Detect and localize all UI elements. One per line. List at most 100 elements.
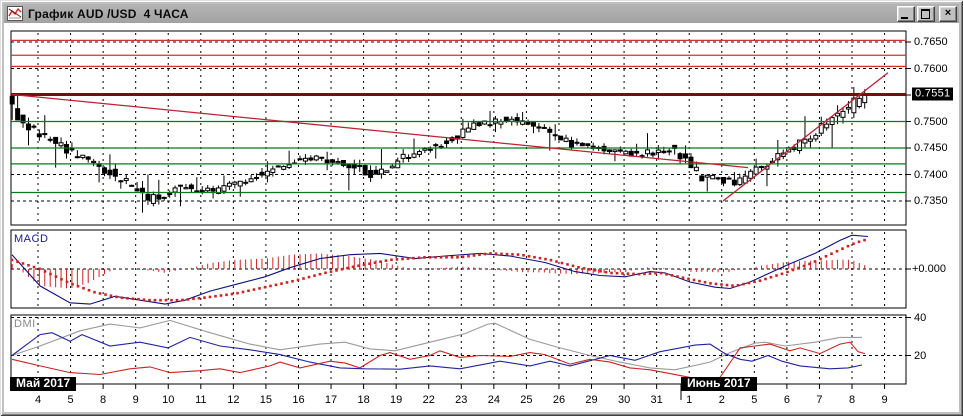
macd-signal-dot [753, 280, 756, 284]
dmi-panel-label: DMI [14, 318, 36, 330]
candle-body [645, 149, 651, 155]
x-axis-label: 7 [816, 394, 823, 406]
macd-signal-dot [736, 283, 740, 287]
macd-signal-dot [461, 255, 465, 259]
candle-body [411, 153, 417, 158]
macd-signal-dot [846, 244, 850, 248]
macd-signal-dot [38, 267, 41, 271]
minimize-button[interactable] [897, 6, 915, 22]
candle-body [134, 188, 140, 192]
titlebar[interactable]: График AUD /USD 4 ЧАСА × [4, 4, 959, 23]
macd-signal-dot [318, 272, 322, 276]
candle-body [281, 166, 287, 170]
macd-signal-dot [610, 271, 613, 275]
x-axis-label: 5 [751, 394, 758, 406]
macd-signal-dot [560, 261, 564, 265]
candle-body [835, 112, 841, 117]
macd-signal-dot [368, 262, 371, 266]
macd-signal-dot [302, 277, 305, 280]
maximize-button[interactable] [917, 6, 935, 22]
macd-signal-dot [709, 282, 712, 285]
macd-signal-dot [500, 252, 503, 256]
x-axis-label: 8 [848, 394, 856, 406]
candle-body [167, 192, 173, 196]
macd-signal-dot [203, 296, 206, 299]
candle-body [617, 149, 623, 152]
current-price-badge: 0.7551 [912, 87, 954, 101]
macd-signal-dot [115, 295, 118, 299]
macd-signal-dot [852, 242, 855, 245]
macd-signal-dot [775, 274, 778, 277]
price-tick-label: 0.7400 [914, 168, 948, 181]
x-axis-label: 11 [195, 394, 207, 406]
candle-body [270, 168, 276, 173]
candle-body [351, 163, 357, 169]
candle-body [194, 190, 200, 193]
candle-body [297, 158, 303, 161]
macd-signal-dot [599, 269, 602, 273]
candle-body [150, 194, 156, 204]
macd-signal-dot [483, 252, 487, 256]
macd-signal-dot [835, 249, 839, 253]
candle-body [313, 155, 319, 161]
candle-body [25, 123, 31, 131]
x-axis-label: 30 [617, 394, 631, 406]
candle-body [444, 140, 450, 144]
macd-signal-dot [439, 256, 443, 259]
chart-canvas[interactable] [4, 23, 959, 412]
macd-signal-dot [324, 271, 327, 275]
macd-signal-dot [555, 260, 558, 263]
macd-signal-dot [71, 282, 74, 286]
price-tick-label: 0.7350 [914, 195, 948, 207]
macd-signal-dot [522, 254, 525, 257]
macd-signal-dot [247, 289, 250, 293]
candle-body [357, 165, 363, 168]
candle-body [74, 156, 80, 159]
x-axis-label: 18 [357, 394, 370, 406]
candle-body [102, 167, 108, 174]
macd-signal-dot [76, 284, 80, 288]
macd-signal-dot [769, 275, 773, 279]
dmi-minus-di-line [11, 332, 863, 370]
macd-signal-dot [417, 256, 421, 260]
macd-signal-dot [87, 288, 91, 292]
macd-signal-dot [230, 292, 234, 296]
candle-body [161, 196, 167, 199]
macd-signal-dot [467, 254, 470, 258]
close-button[interactable]: × [939, 6, 957, 22]
macd-signal-dot [258, 287, 261, 290]
macd-signal-dot [747, 281, 751, 285]
macd-signal-dot [291, 279, 294, 283]
macd-signal-dot [808, 262, 811, 266]
candle-body [753, 166, 759, 175]
macd-signal-dot [863, 238, 866, 242]
candle-body [199, 190, 205, 193]
candle-body [634, 150, 640, 154]
candle-body [476, 122, 482, 127]
candle-body [731, 179, 737, 186]
candle-body [362, 165, 368, 176]
candle-body [460, 128, 466, 138]
candle-body [699, 175, 705, 182]
candle-body [422, 148, 428, 151]
x-axis-label: 22 [422, 394, 435, 406]
macd-signal-dot [445, 256, 448, 259]
macd-signal-dot [758, 279, 762, 282]
macd-signal-dot [395, 258, 399, 261]
price-tick-label: 0.7650 [914, 36, 948, 48]
macd-signal-dot [351, 265, 355, 269]
candle-body [226, 182, 232, 187]
macd-signal-dot [593, 269, 597, 272]
candle-body [623, 150, 629, 155]
macd-signal-dot [274, 283, 278, 287]
candle-body [286, 164, 292, 168]
macd-signal-dot [104, 293, 107, 296]
x-axis-label: 4 [34, 394, 42, 406]
candle-body [650, 152, 656, 156]
candle-body [118, 180, 124, 183]
candle-body [726, 177, 732, 180]
candle-body [563, 137, 569, 142]
macd-signal-dot [159, 298, 162, 302]
macd-signal-dot [263, 285, 267, 289]
chart-app-icon[interactable] [7, 6, 23, 21]
